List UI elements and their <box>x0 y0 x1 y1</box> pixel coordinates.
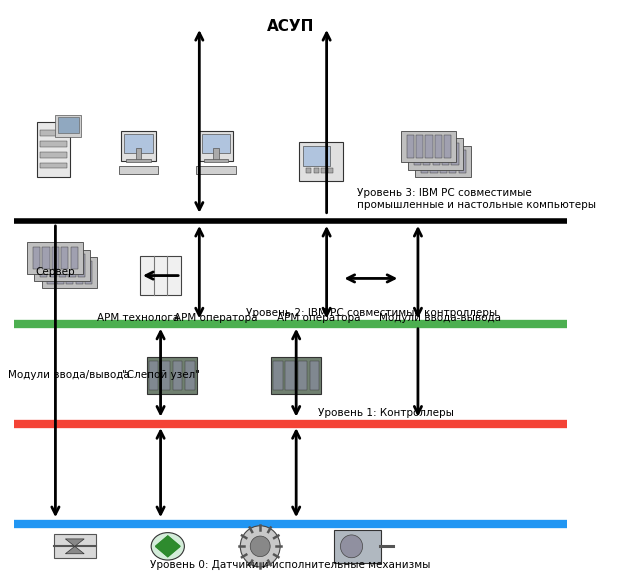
FancyBboxPatch shape <box>401 131 456 162</box>
Bar <box>204 159 228 162</box>
Text: Модули ввода/вывода: Модули ввода/вывода <box>8 370 130 380</box>
FancyBboxPatch shape <box>41 130 67 136</box>
Text: АСУП: АСУП <box>267 18 314 33</box>
Text: Уровень 2: IBM PC совместимые контроллеры: Уровень 2: IBM PC совместимые контроллер… <box>246 308 497 319</box>
Polygon shape <box>155 536 180 557</box>
FancyBboxPatch shape <box>55 115 81 137</box>
FancyBboxPatch shape <box>432 142 440 165</box>
Polygon shape <box>66 546 84 554</box>
Bar <box>135 148 141 160</box>
FancyBboxPatch shape <box>300 142 343 181</box>
Text: Сервер: Сервер <box>36 267 76 277</box>
FancyBboxPatch shape <box>273 361 283 390</box>
FancyBboxPatch shape <box>41 162 67 169</box>
FancyBboxPatch shape <box>285 361 295 390</box>
FancyBboxPatch shape <box>202 134 230 153</box>
FancyBboxPatch shape <box>310 361 319 390</box>
Text: АРМ оператора: АРМ оператора <box>174 313 258 323</box>
FancyBboxPatch shape <box>71 247 78 269</box>
FancyBboxPatch shape <box>407 135 414 158</box>
FancyBboxPatch shape <box>408 138 464 169</box>
FancyBboxPatch shape <box>59 254 66 277</box>
FancyBboxPatch shape <box>52 247 59 269</box>
FancyBboxPatch shape <box>76 261 83 284</box>
FancyBboxPatch shape <box>328 168 333 173</box>
FancyBboxPatch shape <box>444 135 451 158</box>
FancyBboxPatch shape <box>27 242 82 274</box>
FancyBboxPatch shape <box>306 168 311 173</box>
Polygon shape <box>155 536 180 557</box>
FancyBboxPatch shape <box>121 131 155 161</box>
FancyBboxPatch shape <box>449 150 456 173</box>
Polygon shape <box>66 539 84 546</box>
FancyBboxPatch shape <box>271 357 321 394</box>
FancyBboxPatch shape <box>298 361 307 390</box>
FancyBboxPatch shape <box>41 152 67 158</box>
FancyBboxPatch shape <box>66 261 74 284</box>
FancyBboxPatch shape <box>37 122 70 177</box>
FancyBboxPatch shape <box>140 256 182 295</box>
FancyBboxPatch shape <box>47 261 54 284</box>
FancyBboxPatch shape <box>414 142 421 165</box>
FancyBboxPatch shape <box>196 166 236 173</box>
FancyBboxPatch shape <box>440 150 447 173</box>
FancyBboxPatch shape <box>199 131 233 161</box>
FancyBboxPatch shape <box>119 166 158 173</box>
FancyBboxPatch shape <box>42 257 97 288</box>
FancyBboxPatch shape <box>78 254 85 277</box>
FancyBboxPatch shape <box>431 150 437 173</box>
FancyBboxPatch shape <box>57 261 64 284</box>
Circle shape <box>240 526 280 567</box>
FancyBboxPatch shape <box>41 141 67 147</box>
FancyBboxPatch shape <box>303 146 330 166</box>
Circle shape <box>341 535 363 558</box>
FancyBboxPatch shape <box>61 247 69 269</box>
FancyBboxPatch shape <box>459 150 466 173</box>
FancyBboxPatch shape <box>321 168 326 173</box>
FancyBboxPatch shape <box>42 247 49 269</box>
Text: "Слепой узел": "Слепой узел" <box>122 370 200 380</box>
FancyBboxPatch shape <box>334 530 381 563</box>
FancyBboxPatch shape <box>161 361 170 390</box>
FancyBboxPatch shape <box>33 247 40 269</box>
FancyBboxPatch shape <box>124 134 152 153</box>
FancyBboxPatch shape <box>147 357 197 394</box>
FancyBboxPatch shape <box>69 254 76 277</box>
Text: Уровень 3: IBM PC совместимые
промышленные и настольные компьютеры: Уровень 3: IBM PC совместимые промышленн… <box>357 188 596 210</box>
FancyBboxPatch shape <box>85 261 92 284</box>
FancyBboxPatch shape <box>314 168 319 173</box>
FancyBboxPatch shape <box>34 250 90 281</box>
FancyBboxPatch shape <box>54 534 95 559</box>
FancyBboxPatch shape <box>423 142 431 165</box>
Bar <box>213 148 218 160</box>
FancyBboxPatch shape <box>58 117 79 133</box>
FancyBboxPatch shape <box>415 146 470 177</box>
FancyBboxPatch shape <box>40 254 47 277</box>
FancyBboxPatch shape <box>185 361 195 390</box>
Text: Уровень 1: Контроллеры: Уровень 1: Контроллеры <box>318 408 454 418</box>
FancyBboxPatch shape <box>173 361 182 390</box>
FancyBboxPatch shape <box>451 142 459 165</box>
FancyBboxPatch shape <box>149 361 158 390</box>
FancyBboxPatch shape <box>49 254 57 277</box>
Ellipse shape <box>151 533 184 560</box>
Text: Модули ввода-вывода: Модули ввода-вывода <box>379 313 501 323</box>
Circle shape <box>250 536 270 557</box>
FancyBboxPatch shape <box>426 135 432 158</box>
FancyBboxPatch shape <box>442 142 449 165</box>
Bar <box>126 159 150 162</box>
FancyBboxPatch shape <box>416 135 423 158</box>
FancyBboxPatch shape <box>421 150 428 173</box>
Text: АРМ технолога: АРМ технолога <box>97 313 180 323</box>
Text: Уровень 0: Датчики и исполнительные механизмы: Уровень 0: Датчики и исполнительные меха… <box>150 560 431 570</box>
Text: АРМ оператора: АРМ оператора <box>276 313 360 323</box>
FancyBboxPatch shape <box>435 135 442 158</box>
